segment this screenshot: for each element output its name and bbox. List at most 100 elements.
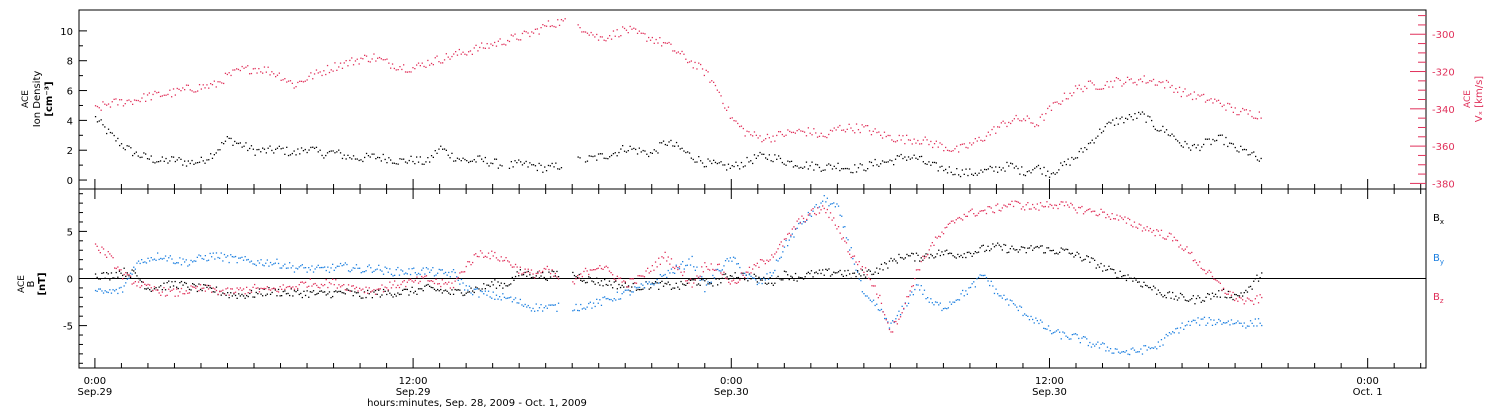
bx-point [852, 272, 854, 274]
velocity-point [189, 89, 191, 91]
bx-point [155, 287, 157, 289]
velocity-point [633, 27, 635, 29]
density-point [1147, 115, 1149, 117]
bx-point [674, 287, 676, 289]
bx-point [503, 282, 506, 285]
by-point [619, 298, 622, 300]
by-point [656, 278, 658, 281]
velocity-point [1204, 101, 1207, 103]
by-point [1038, 322, 1040, 325]
by-point [1205, 324, 1207, 326]
density-point [495, 158, 498, 160]
bx-point [685, 284, 687, 286]
density-point [534, 165, 537, 167]
velocity-point [442, 62, 444, 64]
bz-point [853, 255, 856, 257]
by-point [443, 272, 445, 275]
bz-point [758, 266, 760, 268]
density-point [102, 124, 104, 126]
bz-point [1082, 213, 1085, 215]
by-point [406, 273, 408, 275]
bz-point [615, 279, 617, 281]
bx-point [775, 277, 778, 279]
velocity-point [200, 88, 202, 90]
bz-point [432, 280, 434, 283]
bx-point [470, 287, 472, 289]
by-point [492, 291, 494, 293]
bx-point [1089, 261, 1091, 263]
by-point [282, 265, 284, 267]
by-point [497, 298, 499, 300]
by-point [157, 252, 159, 254]
bx-point [1197, 295, 1199, 297]
by-point [1000, 295, 1002, 297]
bx-point [449, 293, 451, 295]
velocity-point [907, 139, 910, 141]
bx-point [1055, 252, 1058, 254]
velocity-point [1119, 79, 1121, 81]
by-point [877, 309, 879, 311]
density-point [666, 144, 668, 146]
bz-point [144, 283, 146, 285]
bz-point [508, 261, 510, 263]
velocity-point [464, 53, 466, 55]
density-point [809, 165, 811, 167]
by-point [1084, 336, 1086, 338]
density-point [347, 154, 349, 156]
bz-point [1109, 218, 1112, 220]
bx-point [489, 285, 491, 288]
by-point [1237, 320, 1239, 322]
bx-point [704, 280, 706, 282]
bx-point [890, 257, 892, 260]
bz-point [724, 277, 727, 279]
bz-point [966, 215, 968, 217]
density-point [234, 140, 236, 143]
density-point [542, 171, 544, 173]
density-point [455, 160, 457, 162]
by-point [977, 276, 980, 279]
bx-point [1242, 295, 1244, 297]
by-point [346, 263, 348, 266]
density-point [1156, 129, 1158, 132]
by-point [1122, 351, 1124, 353]
by-point [454, 271, 456, 274]
velocity-point [434, 57, 436, 59]
by-point [1033, 322, 1035, 324]
bx-point [1168, 291, 1171, 293]
by-point [120, 286, 122, 289]
density-point [323, 157, 325, 159]
bx-point [187, 286, 189, 288]
density-point [748, 161, 750, 163]
by-point [1030, 315, 1032, 318]
bz-point [1240, 297, 1242, 299]
bx-point [973, 253, 975, 255]
density-point [1152, 125, 1155, 128]
bz-point [717, 263, 719, 266]
time-tick-label-date: Sep.29 [396, 387, 431, 398]
bx-point [1189, 299, 1191, 301]
bz-point [680, 271, 682, 273]
bx-point [1157, 289, 1159, 291]
velocity-point [959, 144, 962, 146]
by-point [254, 263, 256, 265]
bx-point [185, 282, 187, 285]
bz-point [911, 285, 913, 288]
bx-point [1073, 256, 1075, 258]
bz-point [583, 270, 585, 273]
bx-point [1141, 286, 1144, 288]
bz-point [833, 217, 835, 219]
bz-point [654, 261, 657, 263]
density-point [1006, 161, 1008, 164]
density-point [937, 170, 939, 172]
velocity-point [241, 65, 243, 68]
bz-point [171, 289, 173, 291]
bz-point [355, 286, 358, 288]
bz-point [271, 288, 273, 290]
bz-point [858, 261, 860, 263]
bz-point [209, 285, 211, 287]
by-point [1036, 320, 1038, 322]
bz-point [413, 281, 415, 283]
bz-point [258, 291, 261, 293]
density-point [714, 161, 717, 164]
velocity-point [165, 94, 167, 96]
